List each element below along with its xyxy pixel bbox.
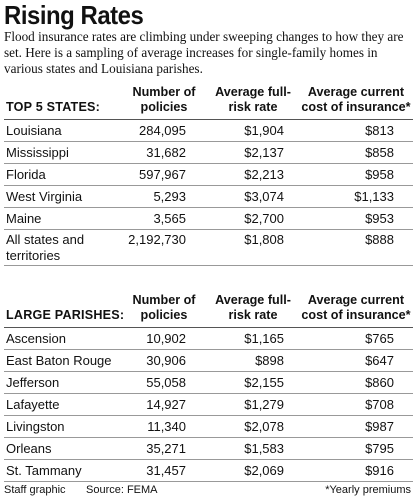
header-average-current-cost: Average current cost of insurance* [301,85,411,114]
row-policies: 3,565 [153,211,186,226]
row-full-risk-rate: $1,165 [244,331,284,346]
row-full-risk-rate: $3,074 [244,189,284,204]
row-policies: 2,192,730 [128,232,186,247]
subtitle: Flood insurance rates are climbing under… [4,29,404,76]
row-policies: 14,927 [146,397,186,412]
row-current-cost: $953 [365,211,394,226]
row-full-risk-rate: $2,155 [244,375,284,390]
row-full-risk-rate: $2,213 [244,167,284,182]
states-table-body: Louisiana 284,095 $1,904 $813 Mississippi 31,… [4,120,413,266]
row-name: St. Tammany [6,463,82,478]
row-current-cost: $813 [365,123,394,138]
row-current-cost: $858 [365,145,394,160]
row-full-risk-rate: $898 [255,353,284,368]
header-number-of-policies: Number of policies [132,293,196,322]
row-name: Florida [6,167,46,182]
row-policies: 31,457 [146,463,186,478]
row-full-risk-rate: $2,137 [244,145,284,160]
header-average-current-cost: Average current cost of insurance* [301,293,411,322]
row-name: All states and territories [6,232,85,263]
states-section-label: TOP 5 STATES: [6,100,101,114]
header-number-of-policies: Number of policies [132,85,196,114]
row-policies: 11,340 [147,419,186,434]
row-full-risk-rate: $1,904 [244,123,284,138]
row-name: Lafayette [6,397,60,412]
parishes-table-body: Ascension 10,902 $1,165 $765 East Baton Roug… [4,328,413,482]
row-current-cost: $916 [365,463,394,478]
table-row: East Baton Rouge 30,906 $898 $647 [4,350,413,372]
row-full-risk-rate: $1,279 [244,397,284,412]
row-current-cost: $708 [365,397,394,412]
states-header-row: TOP 5 STATES: Number of policies Average… [4,82,413,120]
table-row: Florida 597,967 $2,213 $958 [4,164,413,186]
table-row: Ascension 10,902 $1,165 $765 [4,328,413,350]
row-current-cost: $958 [365,167,394,182]
table-row: Lafayette 14,927 $1,279 $708 [4,394,413,416]
table-row: Mississippi 31,682 $2,137 $858 [4,142,413,164]
row-full-risk-rate: $1,808 [244,232,284,247]
row-current-cost: $987 [365,419,394,434]
row-policies: 35,271 [146,441,186,456]
row-current-cost: $765 [365,331,394,346]
header-average-full-risk-rate: Average full-risk rate [215,85,291,114]
row-name: Orleans [6,441,52,456]
row-current-cost: $888 [365,232,394,247]
row-current-cost: $1,133 [354,189,394,204]
row-full-risk-rate: $2,700 [244,211,284,226]
states-table: TOP 5 STATES: Number of policies Average… [4,82,413,266]
row-policies: 30,906 [146,353,186,368]
row-policies: 5,293 [153,189,186,204]
source-credit: Source: FEMA [86,484,158,496]
footnote: *Yearly premiums [325,484,411,496]
row-policies: 284,095 [139,123,186,138]
row-full-risk-rate: $2,078 [244,419,284,434]
row-name: Livingston [6,419,65,434]
row-policies: 55,058 [146,375,186,390]
row-policies: 10,902 [146,331,186,346]
table-row: Orleans 35,271 $1,583 $795 [4,438,413,460]
row-name: Louisiana [6,123,62,138]
table-row: Livingston 11,340 $2,078 $987 [4,416,413,438]
row-name: East Baton Rouge [6,353,112,368]
page-title: Rising Rates [4,0,144,30]
row-name: Jefferson [6,375,60,390]
header-average-full-risk-rate: Average full-risk rate [215,293,291,322]
row-policies: 597,967 [139,167,186,182]
table-row: Jefferson 55,058 $2,155 $860 [4,372,413,394]
row-policies: 31,682 [146,145,186,160]
row-full-risk-rate: $1,583 [244,441,284,456]
row-name: West Virginia [6,189,83,204]
table-row: Louisiana 284,095 $1,904 $813 [4,120,413,142]
row-current-cost: $795 [365,441,394,456]
table-row: West Virginia 5,293 $3,074 $1,133 [4,186,413,208]
parishes-table: LARGE PARISHES: Number of policies Avera… [4,290,413,482]
table-row: All states and territories 2,192,730 $1,80… [4,230,413,266]
row-name: Maine [6,211,42,226]
row-current-cost: $860 [365,375,394,390]
table-row: Maine 3,565 $2,700 $953 [4,208,413,230]
row-current-cost: $647 [365,353,394,368]
staff-credit: Staff graphic [4,484,66,496]
row-name: Ascension [6,331,66,346]
row-name: Mississippi [6,145,69,160]
table-row: St. Tammany 31,457 $2,069 $916 [4,460,413,482]
parishes-header-row: LARGE PARISHES: Number of policies Avera… [4,290,413,328]
row-full-risk-rate: $2,069 [244,463,284,478]
parishes-section-label: LARGE PARISHES: [6,308,125,322]
